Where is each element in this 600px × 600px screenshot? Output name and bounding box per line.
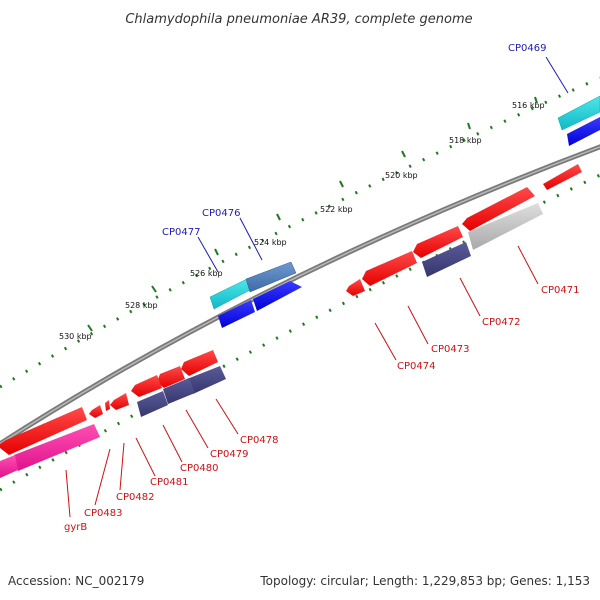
gene-cog-cp0472[interactable] <box>422 242 471 277</box>
gene-feature-cp0469[interactable] <box>557 95 600 131</box>
gene-cog-gyrb[interactable] <box>14 424 100 471</box>
gene-feature-cp0473[interactable] <box>362 251 417 286</box>
leader-cp0481 <box>135 437 156 477</box>
gene-label-gyrb[interactable]: gyrB <box>64 522 87 533</box>
major-tick <box>87 324 93 332</box>
leader-cp0469 <box>545 56 569 94</box>
leader-cp0480 <box>162 424 183 463</box>
major-tick <box>151 285 157 293</box>
major-ticks <box>87 96 538 332</box>
gene-label-cp0476[interactable]: CP0476 <box>202 208 240 219</box>
gene-feature-cp0477-cog[interactable] <box>218 300 255 328</box>
leader-cp0478 <box>215 398 239 435</box>
major-tick <box>401 150 406 158</box>
leader-cp0471 <box>517 245 539 285</box>
gene-cog-cp0478[interactable] <box>187 366 226 394</box>
major-tick <box>534 96 538 104</box>
major-tick <box>276 213 281 221</box>
tick-label: 522 kbp <box>320 205 353 214</box>
leader-cp0474 <box>374 322 397 361</box>
forward-leaders <box>197 56 569 273</box>
gene-cog-gyrb-cont[interactable] <box>0 455 18 478</box>
major-tick <box>467 122 471 130</box>
tick-label: 528 kbp <box>125 301 158 310</box>
leader-cp0477 <box>197 236 219 273</box>
genome-backbone-highlight <box>0 146 600 445</box>
gene-label-cp0482[interactable]: CP0482 <box>116 492 154 503</box>
gene-feature-cp0474[interactable] <box>346 279 365 296</box>
gene-feature-cp0483[interactable] <box>89 405 103 418</box>
inner-tick-track <box>0 173 600 492</box>
gene-label-cp0473[interactable]: CP0473 <box>431 344 469 355</box>
tick-label: 520 kbp <box>385 171 418 180</box>
gene-feature-cp0476[interactable] <box>245 261 297 293</box>
leader-cp0482 <box>119 442 125 491</box>
gene-label-cp0471[interactable]: CP0471 <box>541 285 579 296</box>
major-tick <box>339 180 344 188</box>
leader-cp0479 <box>185 409 209 449</box>
gene-cog-cp0480[interactable] <box>137 391 168 417</box>
leader-cp0472 <box>459 277 481 317</box>
gene-label-cp0480[interactable]: CP0480 <box>180 463 218 474</box>
gene-feature-cp0476-cog[interactable] <box>253 281 302 311</box>
gene-feature-cp0472[interactable] <box>413 226 463 258</box>
outer-tick-track <box>0 76 600 389</box>
gene-label-cp0474[interactable]: CP0474 <box>397 361 435 372</box>
leader-cp0476 <box>239 217 263 261</box>
major-tick <box>214 248 219 256</box>
leader-gyrb <box>65 469 71 518</box>
tick-label: 530 kbp <box>59 332 92 341</box>
gene-label-cp0478[interactable]: CP0478 <box>240 435 278 446</box>
gene-label-cp0481[interactable]: CP0481 <box>150 477 188 488</box>
tick-label: 526 kbp <box>190 269 223 278</box>
leader-cp0473 <box>407 305 429 345</box>
genome-summary-text: Topology: circular; Length: 1,229,853 bp… <box>260 574 590 588</box>
reverse-leaders <box>65 245 539 518</box>
gene-feature-cp0478[interactable] <box>181 350 218 376</box>
tick-label: 524 kbp <box>254 238 287 247</box>
tick-label: 516 kbp <box>512 101 545 110</box>
accession-text: Accession: NC_002179 <box>8 574 145 588</box>
gene-feature-gyrb[interactable] <box>0 407 87 455</box>
gene-label-cp0477[interactable]: CP0477 <box>162 227 200 238</box>
map-title: Chlamydophila pneumoniae AR39, complete … <box>125 12 472 27</box>
gene-feature-cp0482[interactable] <box>105 400 110 411</box>
gene-feature-cp0479[interactable] <box>157 366 185 388</box>
gene-label-cp0472[interactable]: CP0472 <box>482 317 520 328</box>
gene-label-cp0479[interactable]: CP0479 <box>210 449 248 460</box>
gene-cog-cp0479[interactable] <box>163 378 195 404</box>
gene-cog-cp0471[interactable] <box>468 203 543 250</box>
gene-feature-cp0469-rev[interactable] <box>543 164 582 190</box>
gene-label-cp0469[interactable]: CP0469 <box>508 43 546 54</box>
gene-label-cp0483[interactable]: CP0483 <box>84 508 122 519</box>
gene-feature-cp0469-cog[interactable] <box>567 117 600 146</box>
gene-feature-cp0481[interactable] <box>110 393 129 410</box>
gene-feature-cp0480[interactable] <box>131 375 162 397</box>
leader-cp0483 <box>94 448 111 506</box>
genome-backbone <box>0 144 600 447</box>
gene-feature-cp0471[interactable] <box>462 187 535 231</box>
tick-label: 518 kbp <box>449 136 482 145</box>
